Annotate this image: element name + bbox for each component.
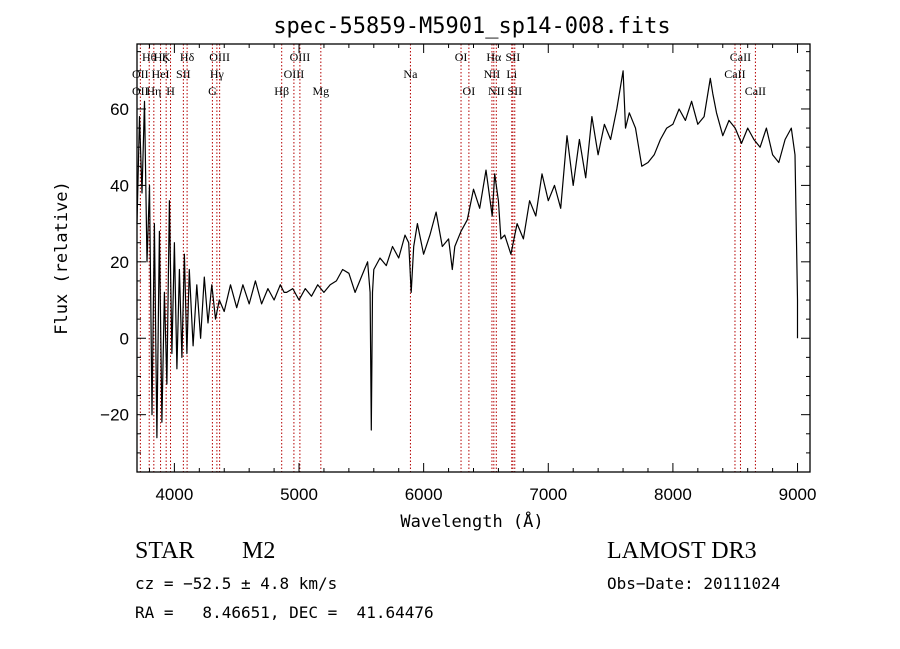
y-axis: −20 0 20 40 60 — [100, 51, 810, 454]
redshift-velocity: cz = −52.5 ± 4.8 km/s — [135, 574, 338, 593]
x-tick-label: 7000 — [529, 485, 567, 504]
emission-line-label: CaII — [724, 67, 745, 81]
emission-line-label: Hα — [486, 50, 502, 64]
emission-line-label: Li — [506, 67, 517, 81]
x-tick-label: 8000 — [654, 485, 692, 504]
emission-line-label: OIII — [209, 50, 230, 64]
x-tick-label: 9000 — [779, 485, 817, 504]
emission-line-label: OIII — [284, 67, 305, 81]
emission-line-labels: OIIOIIHθHηHζHeIKHSIIHδGHγOIIIHβOIIIOIIIM… — [132, 50, 766, 98]
emission-line-label: Hη — [146, 84, 161, 98]
emission-line-label: G — [208, 84, 217, 98]
emission-line-label: SII — [506, 50, 521, 64]
emission-line-label: NII — [484, 67, 501, 81]
x-tick-label: 4000 — [155, 485, 193, 504]
survey-name: LAMOST DR3 — [607, 538, 757, 564]
spectrum-series-line — [136, 70, 799, 439]
chart-title: spec-55859-M5901_sp14-008.fits — [273, 14, 670, 39]
emission-line-label: SII — [507, 84, 522, 98]
emission-line-label: H — [166, 84, 175, 98]
emission-line-label: OIII — [290, 50, 311, 64]
emission-line-label: OI — [455, 50, 468, 64]
observation-date: Obs−Date: 20111024 — [607, 574, 781, 593]
emission-line-label: Hγ — [210, 67, 225, 81]
y-tick-label: 60 — [110, 100, 129, 119]
x-axis: 4000 5000 6000 7000 8000 9000 — [148, 44, 817, 504]
emission-line-label: Hβ — [274, 84, 289, 98]
emission-lines — [139, 44, 756, 472]
y-tick-label: 20 — [110, 253, 129, 272]
coordinates: RA = 8.46651, DEC = 41.64476 — [135, 603, 434, 622]
emission-line-label: Hθ — [142, 50, 157, 64]
object-subclass: M2 — [242, 538, 276, 564]
emission-line-label: CaII — [745, 84, 766, 98]
emission-line-label: HeI — [152, 67, 170, 81]
emission-line-label: Na — [403, 67, 418, 81]
y-tick-label: 40 — [110, 176, 129, 195]
y-tick-label: −20 — [100, 406, 129, 425]
emission-line-label: OII — [132, 67, 149, 81]
emission-line-label: SII — [176, 67, 191, 81]
emission-line-label: Hζ — [154, 50, 168, 64]
x-tick-label: 5000 — [280, 485, 318, 504]
emission-line-label: Mg — [312, 84, 329, 98]
y-axis-label: Flux (relative) — [52, 181, 72, 335]
plot-frame — [136, 43, 811, 473]
emission-line-label: Hδ — [180, 50, 195, 64]
x-tick-label: 6000 — [405, 485, 443, 504]
emission-line-label: OII — [132, 84, 149, 98]
emission-line-label: OI — [463, 84, 476, 98]
x-axis-label: Wavelength (Å) — [400, 510, 543, 532]
y-tick-label: 0 — [120, 329, 129, 348]
object-class: STAR — [135, 538, 195, 564]
emission-line-label: NII — [488, 84, 505, 98]
emission-line-label: K — [162, 50, 171, 64]
emission-line-label: CaII — [730, 50, 751, 64]
